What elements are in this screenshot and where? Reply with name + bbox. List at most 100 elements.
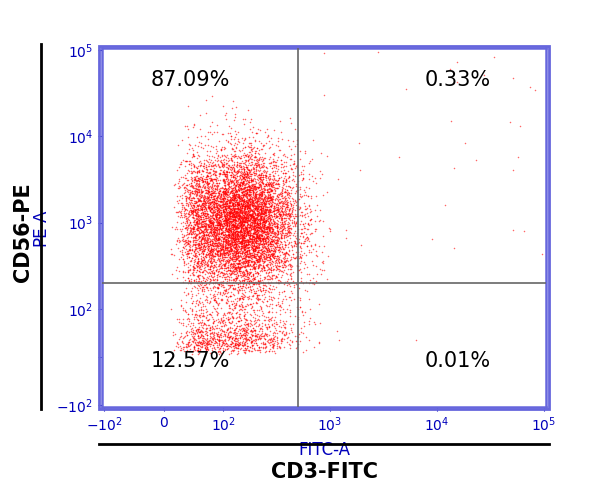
Point <box>214 197 223 205</box>
Point <box>242 344 252 352</box>
Point <box>242 218 252 226</box>
Point <box>194 282 204 289</box>
Point <box>281 249 291 257</box>
Point <box>246 151 256 158</box>
Point <box>229 209 238 217</box>
Point <box>223 345 232 353</box>
Point <box>215 211 225 219</box>
Point <box>239 233 248 241</box>
Point <box>221 224 231 232</box>
Point <box>306 242 316 249</box>
Point <box>229 209 239 216</box>
Point <box>241 166 251 174</box>
Point <box>230 237 239 244</box>
Point <box>271 204 280 212</box>
Point <box>227 335 237 343</box>
Point <box>176 332 186 340</box>
Point <box>241 224 251 231</box>
Point <box>176 192 185 199</box>
Point <box>224 197 234 205</box>
Point <box>272 233 282 241</box>
Point <box>253 296 262 304</box>
Point <box>226 163 236 171</box>
Point <box>203 186 212 194</box>
Point <box>306 215 316 223</box>
Point <box>238 232 247 240</box>
Point <box>183 237 193 244</box>
Point <box>219 179 229 186</box>
Point <box>289 157 299 165</box>
Point <box>231 143 241 151</box>
Point <box>209 261 219 269</box>
Point <box>278 176 287 184</box>
Point <box>266 159 276 167</box>
Point <box>194 168 203 176</box>
Point <box>214 235 223 243</box>
Point <box>241 241 251 249</box>
Point <box>214 329 223 336</box>
Point <box>262 205 272 212</box>
Point <box>298 329 308 337</box>
Point <box>233 203 243 211</box>
Point <box>191 225 201 233</box>
Point <box>259 211 269 218</box>
Point <box>194 228 203 236</box>
Point <box>245 173 254 181</box>
Point <box>235 239 244 247</box>
Point <box>186 221 196 229</box>
Point <box>243 229 253 237</box>
Point <box>245 252 255 260</box>
Point <box>263 238 273 245</box>
Point <box>185 341 195 348</box>
Point <box>253 277 263 285</box>
Point <box>255 182 265 189</box>
Point <box>247 202 256 210</box>
Point <box>190 283 200 291</box>
Point <box>263 223 273 230</box>
Point <box>201 313 211 321</box>
Point <box>205 247 215 255</box>
Point <box>241 213 250 221</box>
Point <box>281 257 290 265</box>
Point <box>225 224 235 231</box>
Point <box>224 220 234 228</box>
Point <box>210 226 220 233</box>
Point <box>238 235 247 242</box>
Point <box>248 187 257 195</box>
Point <box>205 234 214 242</box>
Point <box>196 202 205 210</box>
Point <box>230 335 239 343</box>
Point <box>223 231 232 239</box>
Point <box>295 190 305 197</box>
Point <box>237 240 247 247</box>
Point <box>230 239 239 246</box>
Point <box>257 219 267 227</box>
Point <box>210 208 220 215</box>
Point <box>226 177 236 184</box>
Point <box>218 222 227 230</box>
Point <box>197 217 207 225</box>
Point <box>223 138 232 146</box>
Point <box>291 162 301 170</box>
Point <box>218 192 228 200</box>
Point <box>256 333 266 340</box>
Point <box>225 233 235 241</box>
Point <box>298 279 307 287</box>
Point <box>221 239 230 246</box>
Point <box>258 207 268 214</box>
Point <box>237 214 247 222</box>
Point <box>253 161 263 169</box>
Point <box>269 207 278 214</box>
Point <box>174 184 184 192</box>
Point <box>172 193 182 200</box>
Point <box>199 234 208 242</box>
Point <box>214 208 224 216</box>
Point <box>233 344 243 351</box>
Point <box>240 217 250 225</box>
Point <box>228 217 238 225</box>
Point <box>227 212 236 219</box>
Point <box>206 194 216 201</box>
Point <box>238 218 247 226</box>
Point <box>228 213 238 221</box>
Point <box>215 193 225 201</box>
